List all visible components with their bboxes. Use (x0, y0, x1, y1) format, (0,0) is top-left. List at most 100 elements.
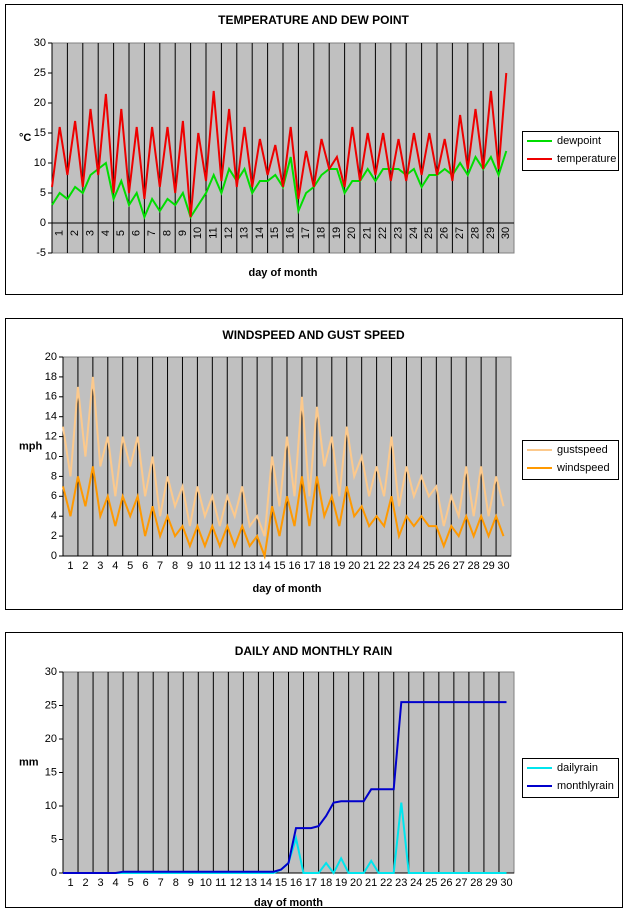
y-tick-label: 15 (34, 127, 46, 139)
x-axis-label: day of month (252, 583, 321, 595)
x-tick-label: 25 (425, 877, 437, 889)
x-tick-label: 3 (84, 230, 96, 236)
x-tick-label: 19 (333, 560, 345, 572)
y-tick-label: 0 (51, 550, 57, 562)
x-tick-label: 28 (470, 877, 482, 889)
series-line (62, 466, 505, 560)
x-tick-label: 16 (290, 877, 302, 889)
y-tick-label: 15 (45, 766, 57, 778)
x-tick-label: 4 (112, 560, 118, 572)
x-tick-label: 25 (423, 560, 435, 572)
x-tick-label: 7 (157, 560, 163, 572)
x-tick-label: 17 (305, 877, 317, 889)
y-tick-label: 4 (51, 510, 57, 522)
x-tick-label: 12 (223, 227, 235, 239)
x-tick-label: 23 (392, 227, 404, 239)
x-tick-label: 25 (423, 227, 435, 239)
y-tick-label: 10 (45, 450, 57, 462)
x-tick-label: 14 (260, 877, 272, 889)
y-axis-label: mph (19, 440, 43, 452)
x-tick-label: 2 (69, 230, 81, 236)
y-tick-label: 25 (34, 67, 46, 79)
x-tick-label: 7 (146, 230, 158, 236)
chart-title: WINDSPEED AND GUST SPEED (222, 328, 405, 342)
x-tick-label: 26 (438, 560, 450, 572)
x-tick-label: 6 (142, 560, 148, 572)
y-tick-label: 18 (45, 371, 57, 383)
legend-label: dailyrain (557, 762, 598, 774)
x-tick-label: 20 (348, 560, 360, 572)
legend-box (522, 440, 619, 480)
y-tick-label: 5 (51, 833, 57, 845)
y-tick-label: 20 (45, 351, 57, 363)
x-tick-label: 18 (320, 877, 332, 889)
x-tick-label: 27 (455, 877, 467, 889)
legend-label: windspeed (556, 462, 610, 474)
y-tick-label: 8 (51, 470, 57, 482)
series-line (51, 150, 508, 220)
x-tick-label: 10 (200, 877, 212, 889)
legend-label: gustspeed (557, 444, 608, 456)
x-tick-label: 27 (453, 560, 465, 572)
x-tick-label: 5 (128, 877, 134, 889)
y-tick-label: 6 (51, 490, 57, 502)
x-tick-label: 10 (199, 560, 211, 572)
y-tick-label: 25 (45, 699, 57, 711)
x-tick-label: 18 (318, 560, 330, 572)
y-tick-label: 30 (45, 666, 57, 678)
x-tick-label: 15 (275, 877, 287, 889)
legend-label: monthlyrain (557, 780, 614, 792)
x-tick-label: 11 (208, 227, 220, 238)
y-tick-label: 0 (40, 217, 46, 229)
x-tick-label: 2 (82, 877, 88, 889)
x-tick-label: 9 (187, 560, 193, 572)
legend-box (522, 758, 619, 798)
x-tick-label: 17 (300, 227, 312, 239)
y-tick-label: 20 (34, 97, 46, 109)
y-tick-label: 10 (34, 157, 46, 169)
legend-label: temperature (557, 153, 616, 165)
x-tick-label: 26 (439, 227, 451, 239)
x-tick-label: 8 (173, 877, 179, 889)
x-tick-label: 29 (482, 560, 494, 572)
x-tick-label: 20 (346, 227, 358, 239)
x-tick-label: 10 (192, 227, 204, 239)
x-axis-label: day of month (254, 897, 323, 908)
series-line (51, 72, 508, 218)
x-tick-label: 12 (229, 560, 241, 572)
x-tick-label: 5 (127, 560, 133, 572)
x-tick-label: 12 (230, 877, 242, 889)
x-tick-label: 21 (363, 560, 375, 572)
x-tick-label: 15 (269, 227, 281, 239)
x-tick-label: 11 (214, 560, 225, 572)
x-tick-label: 17 (303, 560, 315, 572)
x-tick-label: 15 (273, 560, 285, 572)
y-tick-label: 16 (45, 391, 57, 403)
y-tick-label: 20 (45, 733, 57, 745)
x-tick-label: 29 (485, 877, 497, 889)
x-tick-label: 16 (285, 227, 297, 239)
x-tick-label: 21 (365, 877, 377, 889)
x-tick-label: 24 (408, 560, 420, 572)
x-tick-label: 22 (378, 560, 390, 572)
series-line (63, 701, 507, 874)
x-tick-label: 6 (131, 230, 143, 236)
y-axis-label: °C (19, 132, 31, 144)
x-tick-label: 29 (485, 227, 497, 239)
x-tick-label: 4 (113, 877, 119, 889)
x-tick-label: 13 (245, 877, 257, 889)
x-tick-label: 26 (440, 877, 452, 889)
x-tick-label: 30 (500, 227, 512, 239)
x-tick-label: 14 (254, 227, 266, 239)
chart-title: TEMPERATURE AND DEW POINT (218, 13, 409, 27)
x-tick-label: 24 (408, 227, 420, 239)
x-tick-label: 9 (188, 877, 194, 889)
x-tick-label: 1 (54, 230, 66, 236)
x-tick-label: 8 (161, 230, 173, 236)
x-tick-label: 3 (97, 560, 103, 572)
x-tick-label: 30 (500, 877, 512, 889)
x-tick-label: 11 (215, 877, 226, 889)
x-tick-label: 23 (393, 560, 405, 572)
